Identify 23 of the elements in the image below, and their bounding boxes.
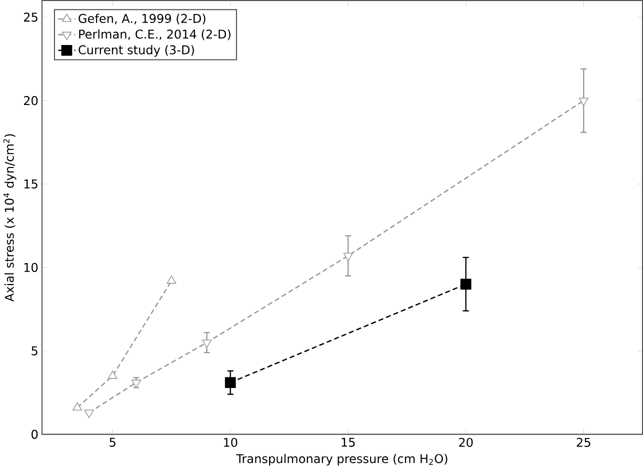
x-tick-label: 15 xyxy=(342,438,355,447)
point xyxy=(343,252,353,262)
y-tick-label: 20 xyxy=(24,96,38,106)
legend-label: Current study (3-D) xyxy=(78,45,194,57)
x-tick-label: 25 xyxy=(576,438,590,448)
point xyxy=(202,340,212,348)
y-tick-label: 5 xyxy=(32,346,38,356)
legend-label: Perlman, C.E., 2014 (2-D) xyxy=(79,29,230,40)
y-tick-label: 15 xyxy=(24,180,38,189)
point xyxy=(131,380,141,388)
y-tick-label: 0 xyxy=(32,430,38,439)
point xyxy=(460,278,472,290)
x-tick-label: 20 xyxy=(459,438,473,448)
y-tick-label: 10 xyxy=(24,262,38,272)
x-tick-label: 5 xyxy=(110,438,116,447)
legend-label: Gefen, A., 1999 (2-D) xyxy=(78,14,206,24)
point xyxy=(224,377,236,388)
y-axis-title: Axial stress (x 10$^{4}$ dyn/cm$^{2}$) xyxy=(3,134,16,302)
y-tick-label: 25 xyxy=(24,12,38,22)
x-tick-label: 10 xyxy=(224,438,238,448)
point xyxy=(578,98,588,106)
x-axis-title: Transpulmonary pressure (cm H$_{2}$O) xyxy=(236,454,448,466)
point xyxy=(84,410,94,418)
